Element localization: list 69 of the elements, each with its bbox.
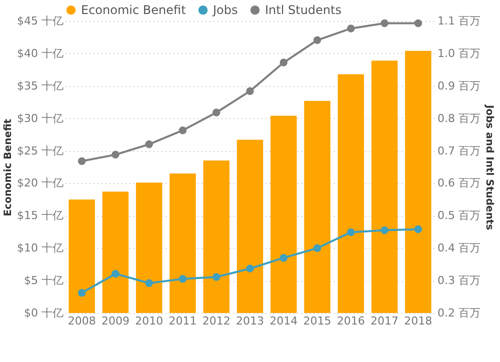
bar [68,199,95,313]
y-tick-label: $30 十亿 [17,112,64,125]
point [145,140,153,148]
y-axis-title: Economic Benefit [3,118,14,216]
y2-tick-label: 0.9 百万 [438,79,480,92]
legend-label: Jobs [212,3,238,18]
x-tick-label: 2017 [370,314,399,328]
point [246,87,254,95]
bar [236,140,264,313]
bar [371,60,398,313]
y-tick-label: $45 十亿 [17,14,64,28]
bar [102,192,129,313]
legend-label: Intl Students [265,3,342,18]
y2-tick-label: 0.8 百万 [438,112,480,125]
x-tick-label: 2016 [336,314,365,328]
y2-tick-label: 1.1 百万 [438,14,480,28]
point [380,19,388,28]
bar [270,116,297,313]
point [112,270,120,278]
y-tick-label: $25 十亿 [17,144,64,158]
y2-tick-label: 1.0 百万 [438,46,480,60]
y-tick-label: $40 十亿 [17,46,64,60]
y-tick-label: $15 十亿 [17,209,64,222]
y-tick-label: $10 十亿 [17,242,64,255]
x-tick-label: 2012 [202,314,230,328]
point [78,289,86,297]
bar [136,182,162,313]
x-tick-label: 2011 [168,314,197,328]
x-tick-label: 2018 [404,314,432,328]
point [212,108,220,116]
x-tick-label: 2008 [68,314,96,328]
point [145,279,153,288]
point [313,244,322,252]
point [178,126,187,134]
point [414,225,422,234]
point [78,157,86,166]
bar [304,100,330,313]
point [178,275,187,283]
x-tick-label: 2009 [101,314,130,328]
x-tick-label: 2013 [236,314,264,328]
point [313,36,322,44]
point [347,228,355,236]
point [280,58,288,66]
y2-axis-title: Jobs and Intl Students [483,104,494,230]
y2-tick-label: 0.3 百万 [438,274,480,288]
y2-tick-label: 0.2 百万 [438,306,480,320]
y-tick-label: $0 十亿 [24,306,64,320]
y-tick-label: $5 十亿 [24,274,64,288]
y2-tick-label: 0.4 百万 [438,242,480,255]
point [347,24,355,32]
point [246,264,254,272]
x-tick-label: 2010 [135,314,164,328]
x-tick-label: 2014 [270,314,298,328]
y2-tick-label: 0.5 百万 [438,209,480,222]
y2-tick-label: 0.6 百万 [438,176,480,190]
y-tick-label: $35 十亿 [17,79,64,92]
bar [203,160,230,313]
bar [338,74,364,313]
point [380,226,388,234]
y-tick-label: $20 十亿 [17,176,64,190]
point [112,150,120,159]
point [414,19,422,28]
y2-tick-label: 0.7 百万 [438,144,480,158]
legend-label: Economic Benefit [81,3,186,18]
point [212,273,220,281]
bar [405,50,432,313]
x-tick-label: 2015 [303,314,332,328]
point [280,254,288,262]
bar [170,173,196,313]
